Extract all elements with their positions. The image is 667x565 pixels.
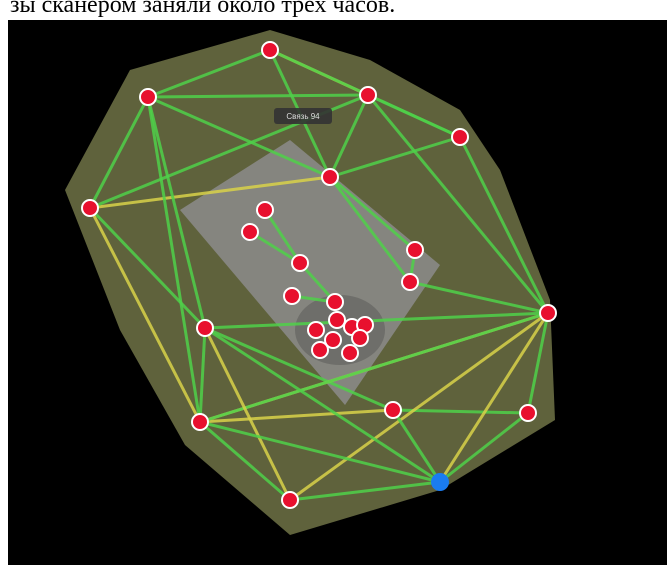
link bbox=[147, 95, 331, 179]
link bbox=[199, 408, 394, 424]
link bbox=[289, 480, 441, 502]
station bbox=[256, 201, 274, 219]
station bbox=[324, 331, 342, 349]
station bbox=[321, 168, 339, 186]
link bbox=[199, 420, 441, 484]
station bbox=[196, 319, 214, 337]
tooltip-box bbox=[274, 108, 332, 124]
station bbox=[351, 329, 369, 347]
station bbox=[401, 273, 419, 291]
station bbox=[81, 199, 99, 217]
tooltip-text: Связь 94 bbox=[286, 112, 320, 121]
station bbox=[341, 344, 359, 362]
link bbox=[146, 96, 207, 329]
link bbox=[366, 94, 550, 314]
link bbox=[88, 207, 202, 423]
link bbox=[458, 136, 550, 314]
station bbox=[191, 413, 209, 431]
station bbox=[283, 287, 301, 305]
station bbox=[539, 304, 557, 322]
selected-station bbox=[431, 473, 449, 491]
link bbox=[289, 311, 549, 502]
station bbox=[307, 321, 325, 339]
station bbox=[139, 88, 157, 106]
link bbox=[147, 48, 271, 99]
station bbox=[261, 41, 279, 59]
link bbox=[409, 280, 549, 315]
station bbox=[451, 128, 469, 146]
station bbox=[406, 241, 424, 259]
station bbox=[326, 293, 344, 311]
link bbox=[249, 230, 301, 265]
station bbox=[281, 491, 299, 509]
link bbox=[263, 209, 302, 264]
link bbox=[328, 176, 412, 283]
link bbox=[203, 327, 292, 501]
link bbox=[89, 175, 331, 210]
station bbox=[328, 311, 346, 329]
station bbox=[291, 254, 309, 272]
link bbox=[526, 312, 550, 414]
link bbox=[199, 311, 549, 424]
link bbox=[146, 96, 202, 423]
link bbox=[391, 409, 442, 483]
caption: зы сканером заняли около трех часов. bbox=[10, 0, 396, 18]
station bbox=[359, 86, 377, 104]
link bbox=[328, 94, 370, 178]
link bbox=[438, 312, 550, 483]
stations bbox=[81, 41, 557, 509]
link bbox=[88, 206, 207, 330]
station bbox=[311, 341, 329, 359]
link bbox=[439, 411, 529, 484]
link bbox=[204, 326, 394, 412]
station bbox=[519, 404, 537, 422]
station bbox=[384, 401, 402, 419]
link bbox=[204, 326, 441, 484]
station bbox=[241, 223, 259, 241]
link bbox=[329, 175, 416, 252]
link bbox=[147, 93, 369, 99]
link bbox=[199, 420, 291, 502]
link bbox=[329, 135, 461, 179]
link bbox=[204, 311, 549, 330]
links bbox=[88, 48, 550, 502]
link bbox=[88, 96, 150, 209]
link bbox=[198, 327, 207, 423]
